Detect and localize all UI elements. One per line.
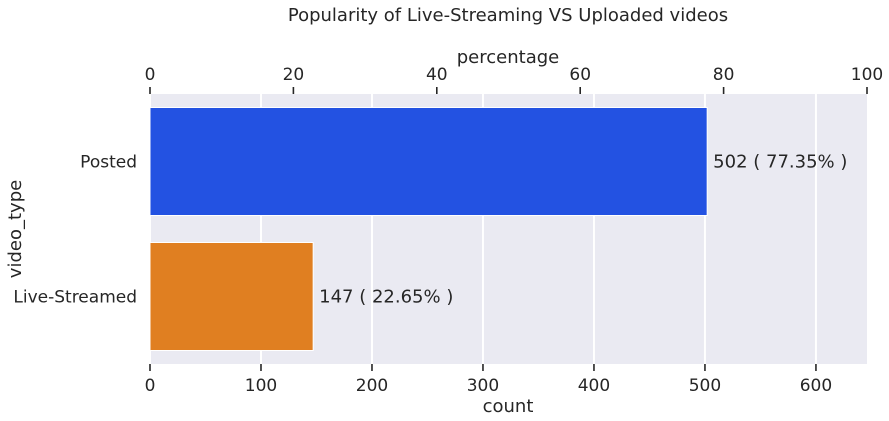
secondary-x-tick-label: 60 [569,65,591,85]
x-axis: 0 100 200 300 400 500 600 [145,364,832,396]
y-tick-label: Live-Streamed [13,288,137,308]
secondary-x-tick-label: 20 [283,65,305,85]
x-tick-label: 200 [356,376,388,396]
secondary-x-tick-label: 40 [426,65,448,85]
bars: 502 ( 77.35% ) 147 ( 22.65% ) [149,107,847,351]
secondary-x-axis-title: percentage [457,47,559,68]
bar-value-label: 502 ( 77.35% ) [713,152,847,173]
y-axis: Posted Live-Streamed [13,153,137,308]
x-tick-label: 0 [145,376,156,396]
x-tick-label: 100 [245,376,277,396]
x-tick-label: 300 [467,376,499,396]
bar-value-label: 147 ( 22.65% ) [319,287,453,308]
x-tick-label: 600 [800,376,832,396]
y-axis-title: video_type [5,180,26,278]
secondary-x-axis: 0 20 40 60 80 100 [145,65,883,94]
bar [149,242,314,351]
secondary-x-tick-label: 0 [145,65,156,85]
x-axis-title: count [483,396,534,417]
chart-title: Popularity of Live-Streaming VS Uploaded… [288,5,728,26]
secondary-x-tick-label: 100 [851,65,883,85]
y-tick-label: Posted [80,153,137,173]
secondary-x-tick-label: 80 [713,65,735,85]
x-tick-label: 400 [578,376,610,396]
x-tick-label: 500 [689,376,721,396]
bar [149,107,708,216]
